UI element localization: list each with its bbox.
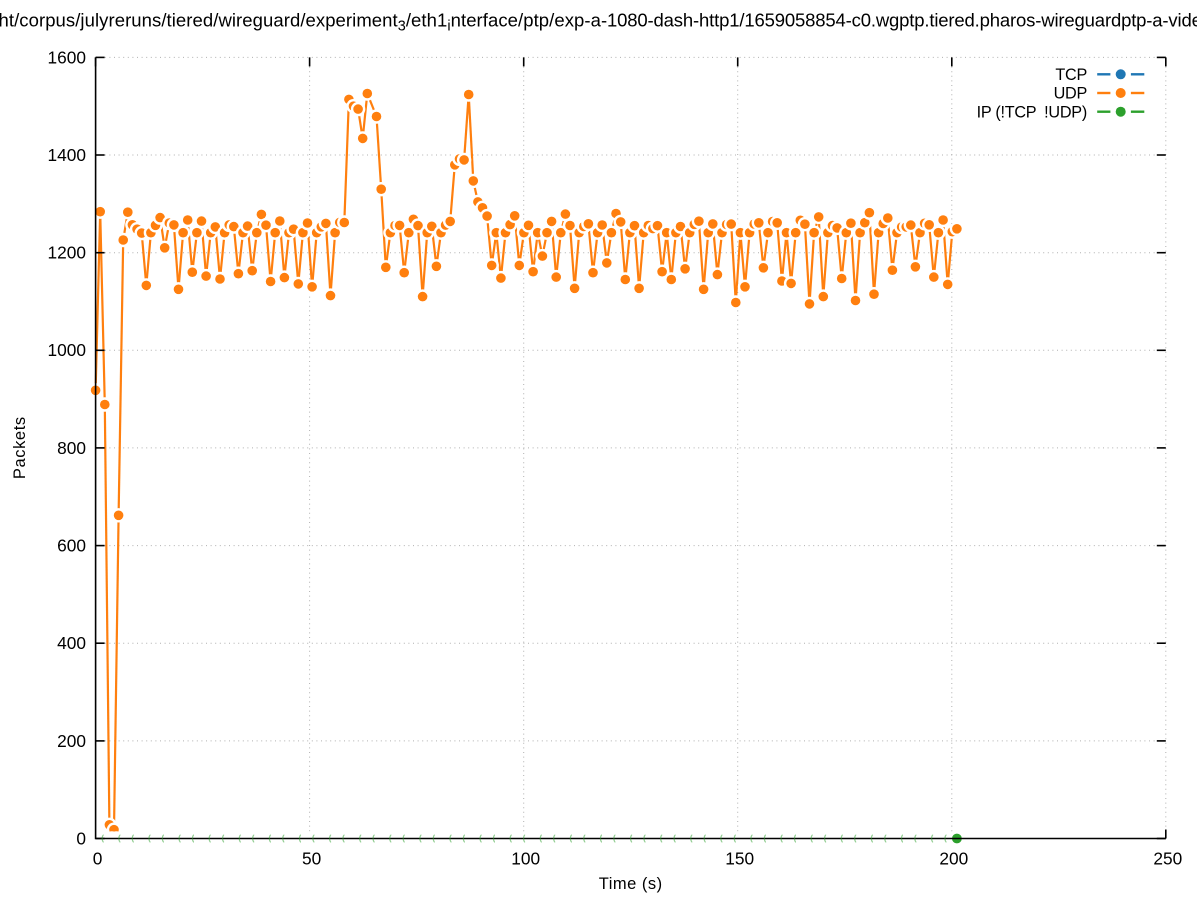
svg-text:150: 150 — [725, 849, 754, 869]
svg-text:250: 250 — [1153, 849, 1182, 869]
svg-text:0: 0 — [93, 849, 103, 869]
svg-text:Time (s): Time (s) — [599, 875, 663, 893]
svg-text:1000: 1000 — [48, 340, 86, 360]
svg-text:600: 600 — [57, 536, 86, 556]
svg-text:1400: 1400 — [48, 145, 86, 165]
svg-text:50: 50 — [302, 849, 321, 869]
svg-text:800: 800 — [57, 438, 86, 458]
svg-text:200: 200 — [939, 849, 968, 869]
svg-text:TCP: TCP — [1055, 66, 1087, 84]
svg-text:200: 200 — [57, 731, 86, 751]
svg-text:ht/corpus/julyreruns/tiered/wi: ht/corpus/julyreruns/tiered/wireguard/ex… — [0, 9, 1197, 34]
svg-text:1200: 1200 — [48, 243, 86, 263]
svg-text:1600: 1600 — [48, 47, 86, 67]
svg-text:400: 400 — [57, 633, 86, 653]
svg-text:Packets: Packets — [11, 416, 29, 479]
svg-text:UDP: UDP — [1054, 85, 1087, 103]
svg-text:100: 100 — [511, 849, 540, 869]
svg-text:0: 0 — [76, 828, 86, 848]
svg-text:IP (!TCP !UDP): IP (!TCP !UDP) — [977, 103, 1087, 121]
